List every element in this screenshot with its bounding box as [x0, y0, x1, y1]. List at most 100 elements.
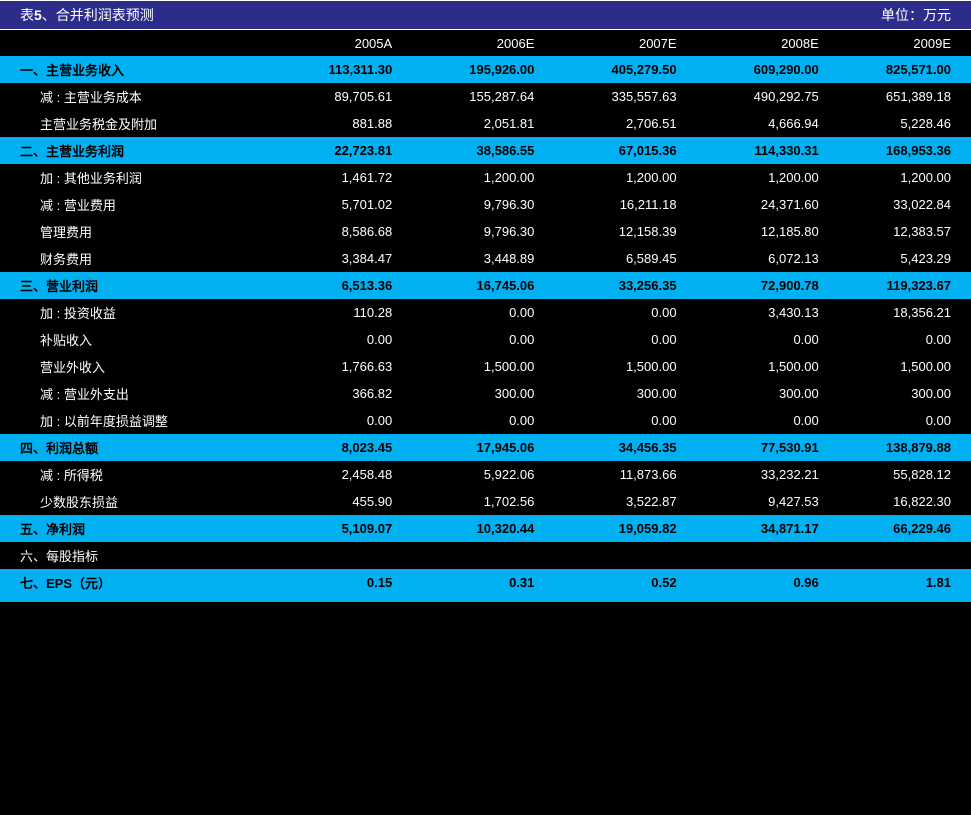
cell-value: 12,383.57	[829, 218, 971, 245]
cell-value: 113,311.30	[260, 56, 402, 83]
cell-value: 16,211.18	[544, 191, 686, 218]
cell-value	[829, 542, 971, 569]
row-label: 一、主营业务收入	[0, 56, 260, 83]
table-row: 一、主营业务收入113,311.30195,926.00405,279.5060…	[0, 56, 971, 83]
cell-value: 55,828.12	[829, 461, 971, 488]
table-row: 二、主营业务利润22,723.8138,586.5567,015.36114,3…	[0, 137, 971, 164]
table-row: 五、净利润5,109.0710,320.4419,059.8234,871.17…	[0, 515, 971, 542]
cell-value: 3,384.47	[260, 245, 402, 272]
cell-value: 0.00	[260, 326, 402, 353]
row-label: 营业外收入	[0, 353, 260, 380]
cell-value: 0.00	[260, 407, 402, 434]
cell-value: 34,871.17	[687, 515, 829, 542]
row-label: 减 : 所得税	[0, 461, 260, 488]
table-row: 七、EPS（元）0.150.310.520.961.81	[0, 569, 971, 596]
cell-value: 0.15	[260, 569, 402, 596]
title-suffix: 、合并利润表预测	[42, 5, 154, 25]
cell-value: 300.00	[402, 380, 544, 407]
cell-value: 3,430.13	[687, 299, 829, 326]
cell-value: 16,745.06	[402, 272, 544, 299]
cell-value: 38,586.55	[402, 137, 544, 164]
cell-value: 155,287.64	[402, 83, 544, 110]
cell-value: 825,571.00	[829, 56, 971, 83]
cell-value: 0.96	[687, 569, 829, 596]
row-label: 财务费用	[0, 245, 260, 272]
cell-value: 0.00	[829, 407, 971, 434]
cell-value: 300.00	[687, 380, 829, 407]
col-header: 2005A	[260, 30, 402, 56]
cell-value: 1,500.00	[829, 353, 971, 380]
cell-value: 1,500.00	[687, 353, 829, 380]
cell-value	[402, 542, 544, 569]
row-label: 六、每股指标	[0, 542, 260, 569]
cell-value: 67,015.36	[544, 137, 686, 164]
title-number: 5	[34, 7, 42, 23]
cell-value: 300.00	[829, 380, 971, 407]
row-label: 减 : 营业外支出	[0, 380, 260, 407]
cell-value: 490,292.75	[687, 83, 829, 110]
cell-value: 0.00	[402, 407, 544, 434]
cell-value: 4,666.94	[687, 110, 829, 137]
row-label: 五、净利润	[0, 515, 260, 542]
table-row: 加 : 其他业务利润1,461.721,200.001,200.001,200.…	[0, 164, 971, 191]
table-row: 减 : 主营业务成本89,705.61155,287.64335,557.634…	[0, 83, 971, 110]
cell-value: 366.82	[260, 380, 402, 407]
row-label: 主营业务税金及附加	[0, 110, 260, 137]
cell-value: 1,200.00	[544, 164, 686, 191]
row-label: 加 : 以前年度损益调整	[0, 407, 260, 434]
financial-table: 2005A 2006E 2007E 2008E 2009E 一、主营业务收入11…	[0, 30, 971, 596]
row-label: 三、营业利润	[0, 272, 260, 299]
cell-value: 8,586.68	[260, 218, 402, 245]
cell-value: 1,500.00	[544, 353, 686, 380]
cell-value: 34,456.35	[544, 434, 686, 461]
cell-value: 5,701.02	[260, 191, 402, 218]
row-label: 减 : 主营业务成本	[0, 83, 260, 110]
cell-value: 6,072.13	[687, 245, 829, 272]
cell-value: 5,423.29	[829, 245, 971, 272]
table-row: 减 : 所得税2,458.485,922.0611,873.6633,232.2…	[0, 461, 971, 488]
cell-value: 168,953.36	[829, 137, 971, 164]
cell-value: 33,256.35	[544, 272, 686, 299]
table-row: 补贴收入0.000.000.000.000.00	[0, 326, 971, 353]
cell-value: 1,500.00	[402, 353, 544, 380]
label-header	[0, 30, 260, 56]
cell-value: 609,290.00	[687, 56, 829, 83]
row-label: 管理费用	[0, 218, 260, 245]
income-statement-table: 表 5 、合并利润表预测 单位：万元 2005A 2006E 2007E 200…	[0, 0, 971, 602]
cell-value: 0.00	[402, 299, 544, 326]
table-row: 四、利润总额8,023.4517,945.0634,456.3577,530.9…	[0, 434, 971, 461]
cell-value: 1.81	[829, 569, 971, 596]
cell-value: 1,461.72	[260, 164, 402, 191]
col-header: 2006E	[402, 30, 544, 56]
cell-value: 455.90	[260, 488, 402, 515]
col-header: 2007E	[544, 30, 686, 56]
cell-value: 77,530.91	[687, 434, 829, 461]
cell-value: 9,796.30	[402, 191, 544, 218]
table-row: 减 : 营业费用5,701.029,796.3016,211.1824,371.…	[0, 191, 971, 218]
row-label: 七、EPS（元）	[0, 569, 260, 596]
cell-value: 1,200.00	[402, 164, 544, 191]
table-row: 加 : 以前年度损益调整0.000.000.000.000.00	[0, 407, 971, 434]
cell-value: 5,109.07	[260, 515, 402, 542]
table-row: 财务费用3,384.473,448.896,589.456,072.135,42…	[0, 245, 971, 272]
cell-value: 119,323.67	[829, 272, 971, 299]
cell-value: 0.00	[544, 326, 686, 353]
cell-value: 0.31	[402, 569, 544, 596]
table-row: 六、每股指标	[0, 542, 971, 569]
row-label: 补贴收入	[0, 326, 260, 353]
table-row: 主营业务税金及附加881.882,051.812,706.514,666.945…	[0, 110, 971, 137]
cell-value: 72,900.78	[687, 272, 829, 299]
cell-value: 0.00	[829, 326, 971, 353]
row-label: 加 : 投资收益	[0, 299, 260, 326]
cell-value: 9,796.30	[402, 218, 544, 245]
cell-value	[687, 542, 829, 569]
cell-value: 5,228.46	[829, 110, 971, 137]
table-title: 表 5 、合并利润表预测	[20, 5, 154, 25]
cell-value: 3,448.89	[402, 245, 544, 272]
cell-value: 0.52	[544, 569, 686, 596]
cell-value: 19,059.82	[544, 515, 686, 542]
bottom-border	[0, 596, 971, 602]
row-label: 四、利润总额	[0, 434, 260, 461]
table-row: 管理费用8,586.689,796.3012,158.3912,185.8012…	[0, 218, 971, 245]
cell-value: 9,427.53	[687, 488, 829, 515]
